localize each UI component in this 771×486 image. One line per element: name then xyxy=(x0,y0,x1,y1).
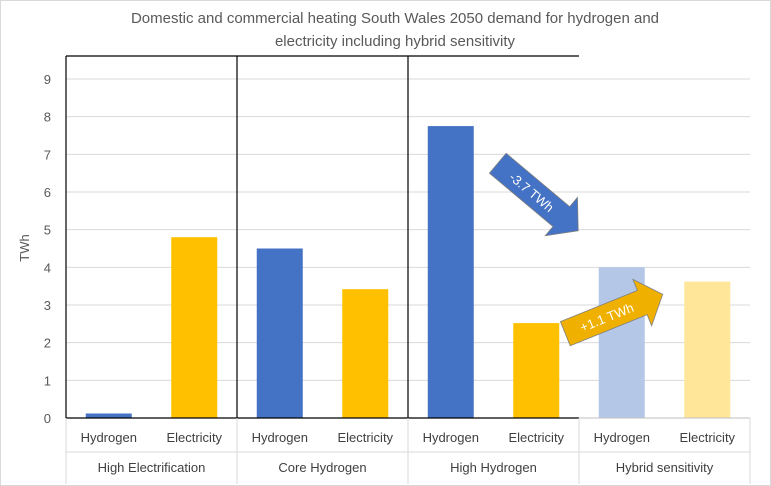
x-tick-label: Hydrogen xyxy=(594,430,650,445)
y-tick-label: 2 xyxy=(44,336,51,351)
bar-electricity xyxy=(342,289,389,418)
y-tick-label: 1 xyxy=(44,373,51,388)
axes xyxy=(65,55,751,484)
x-tick-label: Electricity xyxy=(679,430,735,445)
group-label: Hybrid sensitivity xyxy=(616,460,714,475)
x-tick-label: Hydrogen xyxy=(81,430,137,445)
annotation-decrease-arrow: -3.7 TWh xyxy=(488,152,579,237)
chart-title-line-2: electricity including hybrid sensitivity xyxy=(275,33,516,50)
bar-electricity xyxy=(513,323,560,418)
y-tick-label: 8 xyxy=(44,110,51,125)
x-tick-label: Electricity xyxy=(337,430,393,445)
chart-title-line-1: Domestic and commercial heating South Wa… xyxy=(131,10,659,27)
y-tick-label: 9 xyxy=(44,72,51,87)
group-label: High Hydrogen xyxy=(450,460,537,475)
y-tick-label: 7 xyxy=(44,147,51,162)
group-label: Core Hydrogen xyxy=(278,460,366,475)
x-tick-label: Hydrogen xyxy=(423,430,479,445)
y-tick-label: 6 xyxy=(44,185,51,200)
bar-hydrogen xyxy=(85,413,132,418)
bar-electricity xyxy=(171,237,218,418)
x-tick-label: Electricity xyxy=(166,430,222,445)
annotation-increase-arrow-shape xyxy=(559,278,664,347)
y-axis-label: TWh xyxy=(17,234,32,261)
x-tick-label: Hydrogen xyxy=(252,430,308,445)
x-tick-label: Electricity xyxy=(508,430,564,445)
bar-hydrogen xyxy=(427,126,474,418)
annotation-decrease-arrow-shape xyxy=(488,152,579,237)
y-tick-label: 3 xyxy=(44,298,51,313)
y-tick-label: 4 xyxy=(44,260,51,275)
labels: 0 1 2 3 4 5 6 7 8 9 Hydrogen Electricity High Electr… xyxy=(44,72,736,475)
bar-hydrogen xyxy=(256,248,303,418)
bar-electricity xyxy=(684,281,731,418)
group-label: High Electrification xyxy=(98,460,206,475)
bars xyxy=(85,126,731,418)
y-tick-label: 0 xyxy=(44,411,51,426)
y-tick-label: 5 xyxy=(44,223,51,238)
